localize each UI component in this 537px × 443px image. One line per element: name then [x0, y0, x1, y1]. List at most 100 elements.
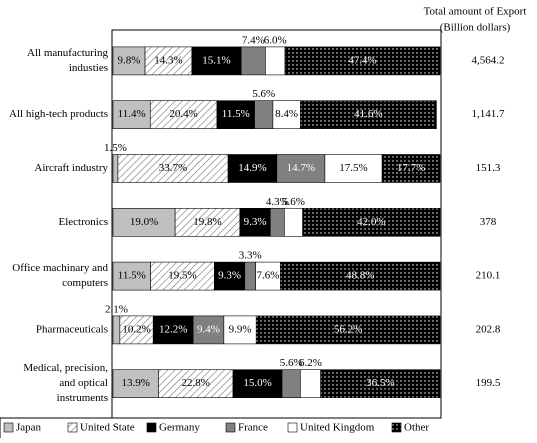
bar-segment	[216, 100, 255, 129]
bar-segment	[300, 369, 321, 399]
total-value: 378	[480, 216, 497, 228]
value-label: 6.2%	[299, 357, 322, 369]
bar-segment	[281, 369, 301, 399]
value-label: 9.4%	[197, 323, 220, 335]
value-label: 56.2%	[334, 323, 362, 335]
value-label: 19.8%	[193, 216, 221, 228]
value-label: 41.6%	[354, 108, 382, 120]
bar-segment	[300, 100, 437, 129]
bar-segment	[158, 369, 234, 399]
legend-swatch	[287, 422, 298, 433]
bar-segment	[381, 154, 441, 183]
bar-segment	[112, 46, 146, 76]
bar-segment	[232, 369, 283, 399]
value-label: 11.5%	[222, 108, 250, 120]
bar-segment	[284, 46, 441, 76]
bar-segment	[239, 208, 271, 237]
bar-segment	[272, 100, 301, 129]
category-label: Pharmaceuticals	[36, 323, 108, 335]
bar-segment	[269, 208, 285, 237]
bar-segment	[255, 315, 441, 345]
value-label: 36.5%	[366, 377, 394, 389]
bar-segment	[112, 315, 121, 345]
value-label: 13.9%	[122, 377, 150, 389]
category-label: All high-tech products	[9, 108, 108, 120]
legend-label: Japan	[16, 422, 42, 434]
legend-label: United Kingdom	[300, 422, 375, 434]
value-label: 19.0%	[130, 216, 158, 228]
bar-segment	[152, 315, 194, 345]
bar-segment	[265, 46, 286, 76]
value-label: 6.0%	[264, 34, 287, 46]
bar-segment	[227, 154, 278, 183]
bar-segment	[149, 100, 218, 129]
total-value: 1,141.7	[472, 108, 506, 120]
value-label: 7.6%	[257, 270, 280, 282]
bar-segment	[320, 369, 441, 399]
category-label: Medical, precision,	[23, 362, 108, 374]
bar-segment	[244, 261, 256, 291]
legend-label: Germany	[159, 422, 200, 434]
bar-segment	[112, 208, 176, 237]
bar-segment	[174, 208, 241, 237]
legend-swatch	[391, 422, 402, 433]
value-label: 15.0%	[243, 377, 271, 389]
bar-segment	[280, 261, 441, 291]
legend-swatch	[225, 422, 236, 433]
value-label: 3.3%	[239, 250, 262, 262]
value-label: 17.7%	[397, 162, 425, 174]
value-label: 9.3%	[218, 270, 241, 282]
totals-title: Total amount of Export	[424, 6, 527, 18]
totals-title: (Billion dollars)	[440, 22, 511, 34]
category-label: Electronics	[59, 216, 108, 228]
value-label: 5.6%	[252, 88, 275, 100]
value-label: 2.1%	[105, 303, 128, 315]
total-value: 202.8	[476, 323, 501, 335]
legend-swatch	[146, 422, 157, 433]
total-value: 210.1	[476, 270, 501, 282]
total-value: 4,564.2	[472, 54, 505, 66]
legend-label: United State	[80, 422, 135, 434]
value-label: 22.8%	[182, 377, 210, 389]
bar-segment	[192, 315, 225, 345]
bar-segment	[254, 100, 274, 129]
category-label: All manufacturing	[27, 47, 108, 59]
bar-segment	[255, 261, 281, 291]
value-label: 11.4%	[118, 108, 146, 120]
value-label: 47.4%	[348, 54, 376, 66]
bar-segment	[324, 154, 383, 183]
value-label: 7.4%	[242, 34, 265, 46]
value-label: 1.5%	[104, 142, 127, 154]
value-label: 9.9%	[229, 323, 252, 335]
value-label: 11.5%	[118, 270, 146, 282]
value-label: 33.7%	[159, 162, 187, 174]
total-value: 199.5	[476, 377, 501, 389]
value-label: 5.6%	[280, 357, 303, 369]
value-label: 17.5%	[339, 162, 367, 174]
value-label: 42.0%	[357, 216, 385, 228]
value-label: 12.2%	[159, 323, 187, 335]
bar-segment	[223, 315, 257, 345]
bar-segment	[240, 46, 266, 76]
value-label: 20.4%	[169, 108, 197, 120]
legend-label: France	[238, 422, 268, 434]
bar-segment	[284, 208, 303, 237]
total-value: 151.3	[476, 162, 501, 174]
value-label: 19.5%	[168, 270, 196, 282]
category-label: instruments	[57, 392, 108, 404]
bar-segment	[191, 46, 242, 76]
bar-segment	[150, 261, 215, 291]
bar-segment	[119, 315, 154, 345]
value-label: 9.3%	[244, 216, 267, 228]
legend-swatch	[3, 422, 14, 433]
bar-segment	[112, 261, 151, 291]
bar-segment	[302, 208, 441, 237]
bar-segment	[112, 369, 159, 399]
value-label: 48.8%	[346, 270, 374, 282]
value-label: 4.3%	[266, 196, 289, 208]
category-label: Office machinary and	[12, 262, 108, 274]
legend-label: Other	[404, 422, 429, 434]
value-label: 10.2%	[122, 323, 150, 335]
category-label: and optical	[59, 377, 108, 389]
